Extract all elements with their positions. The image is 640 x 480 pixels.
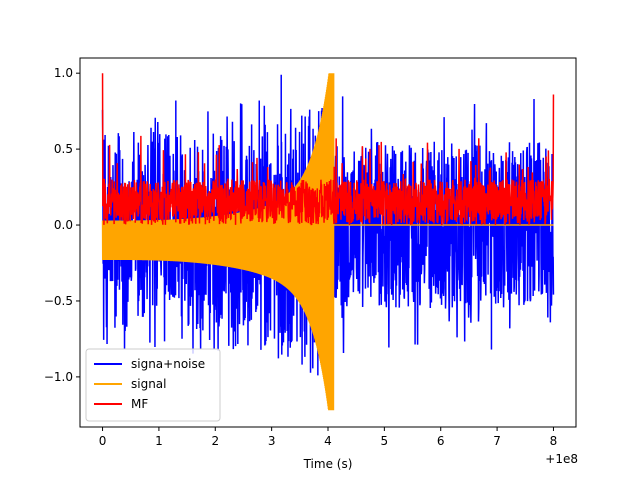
y-tick-label: −1.0 [44, 370, 73, 384]
legend-label: signal [131, 377, 167, 391]
legend-label: MF [131, 397, 148, 411]
series-line-mf [101, 73, 555, 226]
x-axis-offset-label: +1e8 [545, 452, 578, 466]
x-tick-label: 3 [268, 434, 276, 448]
x-tick-label: 5 [381, 434, 389, 448]
y-tick-label: 1.0 [54, 66, 73, 80]
x-tick-label: 6 [437, 434, 445, 448]
y-tick-label: 0.5 [54, 142, 73, 156]
x-tick-label: 7 [493, 434, 501, 448]
legend-label: signa+noise [131, 357, 205, 371]
x-tick-label: 1 [155, 434, 163, 448]
y-tick-label: 0.0 [54, 218, 73, 232]
y-tick-label: −0.5 [44, 294, 73, 308]
x-tick-label: 2 [211, 434, 219, 448]
plot-area [101, 73, 555, 411]
axes: 0 1 2 3 4 5 6 7 8 −1.0 −0.5 0.0 0.5 1.0 [44, 57, 577, 448]
series-line-signal [101, 73, 554, 411]
x-tick-label: 4 [324, 434, 332, 448]
x-axis-label: Time (s) [303, 457, 353, 471]
x-tick-label: 0 [99, 434, 107, 448]
legend: signa+noise signal MF [85, 348, 221, 422]
x-tick-label: 8 [550, 434, 558, 448]
